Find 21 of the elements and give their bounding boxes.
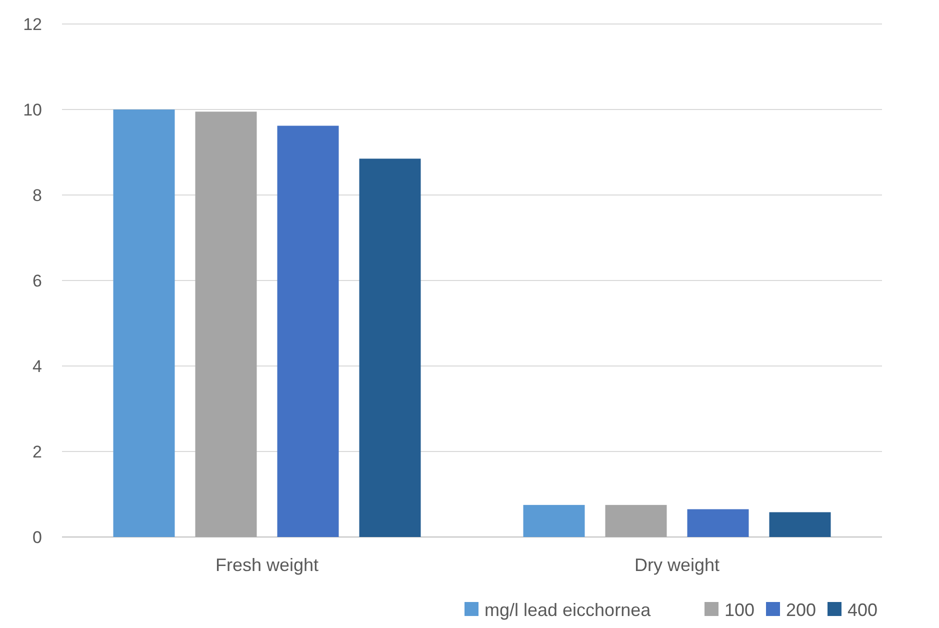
bar xyxy=(605,504,667,537)
legend-label: 100 xyxy=(724,600,755,620)
y-tick-label: 6 xyxy=(32,271,42,290)
y-tick-label: 4 xyxy=(32,356,42,376)
y-tick-label: 12 xyxy=(23,14,42,34)
bar xyxy=(523,504,585,537)
y-tick-label: 0 xyxy=(32,528,42,547)
bar xyxy=(359,158,421,537)
y-tick-label: 8 xyxy=(32,186,42,205)
y-tick-label: 10 xyxy=(23,100,42,120)
bar xyxy=(113,110,175,537)
legend-label: mg/l lead eicchornea xyxy=(484,600,652,620)
x-tick-label: Dry weight xyxy=(634,555,720,575)
legend-label: 200 xyxy=(786,600,816,620)
bar xyxy=(687,509,749,537)
bar xyxy=(277,126,339,537)
x-tick-label: Fresh weight xyxy=(215,555,319,575)
bar xyxy=(195,112,257,537)
legend-label: 400 xyxy=(848,600,878,620)
y-tick-label: 2 xyxy=(32,442,42,462)
bar xyxy=(769,512,831,537)
